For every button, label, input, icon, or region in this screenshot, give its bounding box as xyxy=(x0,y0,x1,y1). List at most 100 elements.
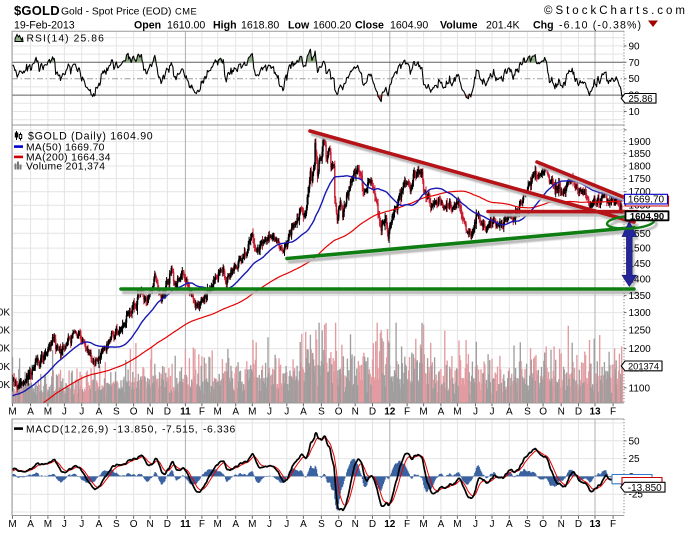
svg-text:J: J xyxy=(490,407,495,418)
svg-text:A: A xyxy=(96,407,103,418)
svg-text:F: F xyxy=(404,519,410,530)
svg-text:25.86: 25.86 xyxy=(628,94,652,105)
svg-text:Close: Close xyxy=(355,19,384,31)
svg-text:13: 13 xyxy=(589,407,601,418)
svg-text:200K: 200K xyxy=(0,362,10,373)
svg-text:J: J xyxy=(62,519,67,530)
svg-text:M: M xyxy=(214,407,222,418)
svg-text:N: N xyxy=(558,407,565,418)
svg-text:High: High xyxy=(213,19,237,31)
svg-text:J: J xyxy=(79,407,84,418)
svg-text:A: A xyxy=(300,519,307,530)
svg-text:D: D xyxy=(575,519,582,530)
svg-text:J: J xyxy=(490,519,495,530)
svg-text:M: M xyxy=(44,407,52,418)
svg-text:11: 11 xyxy=(180,407,191,418)
svg-text:-6.336: -6.336 xyxy=(203,424,236,435)
svg-text:S: S xyxy=(113,407,120,418)
svg-text:A: A xyxy=(506,519,513,530)
svg-text:M: M xyxy=(44,519,52,530)
svg-text:11: 11 xyxy=(180,519,191,530)
svg-text:O: O xyxy=(130,519,138,530)
svg-text:M: M xyxy=(248,519,256,530)
svg-text:D: D xyxy=(575,407,582,418)
svg-text:A: A xyxy=(232,407,239,418)
svg-text:J: J xyxy=(473,519,478,530)
svg-text:J: J xyxy=(267,407,272,418)
svg-text:M: M xyxy=(248,407,256,418)
svg-text:50: 50 xyxy=(629,436,641,447)
svg-text:A: A xyxy=(27,407,34,418)
svg-text:M: M xyxy=(8,519,16,530)
svg-text:O: O xyxy=(335,519,343,530)
svg-text:-25: -25 xyxy=(629,490,644,501)
svg-text:A: A xyxy=(96,519,103,530)
svg-text:Volume 201,374: Volume 201,374 xyxy=(26,161,105,172)
svg-text:J: J xyxy=(284,519,289,530)
svg-text:S: S xyxy=(318,407,325,418)
svg-text:MACD(12,26,9) -13.850,: MACD(12,26,9) -13.850, xyxy=(26,424,158,435)
svg-text:J: J xyxy=(284,407,289,418)
svg-text:300K: 300K xyxy=(0,344,10,355)
svg-text:A: A xyxy=(438,407,445,418)
svg-text:RSI(14) 25.86: RSI(14) 25.86 xyxy=(27,33,105,44)
svg-text:A: A xyxy=(232,519,239,530)
svg-text:M: M xyxy=(453,407,461,418)
svg-text:1600.20: 1600.20 xyxy=(313,19,351,31)
svg-text:1200: 1200 xyxy=(629,344,652,355)
svg-text:©StockCharts.com: ©StockCharts.com xyxy=(544,5,688,17)
svg-text:A: A xyxy=(506,407,513,418)
svg-text:25: 25 xyxy=(629,454,641,465)
svg-text:M: M xyxy=(419,519,427,530)
svg-text:$GOLD: $GOLD xyxy=(14,3,60,18)
svg-text:MA(200) 1664.34: MA(200) 1664.34 xyxy=(26,153,111,164)
svg-text:S: S xyxy=(524,519,531,530)
svg-text:1669.70: 1669.70 xyxy=(628,195,665,206)
svg-text:N: N xyxy=(352,407,359,418)
svg-text:N: N xyxy=(352,519,359,530)
svg-text:A: A xyxy=(300,407,307,418)
svg-text:F: F xyxy=(610,407,616,418)
svg-text:Open: Open xyxy=(134,19,161,31)
svg-text:N: N xyxy=(146,519,153,530)
svg-text:1604.90: 1604.90 xyxy=(390,19,428,31)
svg-text:J: J xyxy=(62,407,67,418)
svg-text:201374: 201374 xyxy=(628,362,659,372)
svg-text:12: 12 xyxy=(384,407,396,418)
svg-text:1300: 1300 xyxy=(629,308,652,319)
svg-text:19-Feb-2013: 19-Feb-2013 xyxy=(14,19,75,31)
svg-text:D: D xyxy=(164,519,171,530)
svg-text:1350: 1350 xyxy=(629,291,652,302)
svg-text:-7.515,: -7.515, xyxy=(162,424,198,435)
svg-text:1700: 1700 xyxy=(629,187,652,198)
svg-text:1750: 1750 xyxy=(629,174,652,185)
svg-text:201.4K: 201.4K xyxy=(486,19,520,31)
svg-text:1500: 1500 xyxy=(629,244,652,255)
svg-text:1604.90: 1604.90 xyxy=(630,211,664,222)
svg-text:F: F xyxy=(610,519,616,530)
svg-text:70: 70 xyxy=(629,58,641,69)
svg-text:$GOLD (Daily) 1604.90: $GOLD (Daily) 1604.90 xyxy=(28,130,153,142)
svg-text:Volume: Volume xyxy=(440,19,478,31)
svg-text:400K: 400K xyxy=(0,326,10,337)
svg-text:1250: 1250 xyxy=(629,326,652,337)
svg-text:1618.80: 1618.80 xyxy=(241,19,279,31)
svg-text:J: J xyxy=(79,519,84,530)
svg-text:10: 10 xyxy=(629,107,641,118)
svg-text:O: O xyxy=(539,407,547,418)
svg-text:F: F xyxy=(404,407,410,418)
svg-text:90: 90 xyxy=(629,41,641,52)
svg-text:N: N xyxy=(146,407,153,418)
svg-text:100K: 100K xyxy=(0,380,10,391)
svg-text:S: S xyxy=(113,519,120,530)
svg-text:D: D xyxy=(369,519,376,530)
svg-text:Chg: Chg xyxy=(533,19,554,31)
svg-text:Gold - Spot Price (EOD): Gold - Spot Price (EOD) xyxy=(61,7,171,18)
svg-text:13: 13 xyxy=(589,519,601,530)
svg-text:50: 50 xyxy=(629,74,641,85)
svg-text:M: M xyxy=(453,519,461,530)
svg-text:S: S xyxy=(318,519,325,530)
svg-text:500K: 500K xyxy=(0,307,10,318)
svg-text:O: O xyxy=(130,407,138,418)
svg-text:Low: Low xyxy=(288,19,310,31)
